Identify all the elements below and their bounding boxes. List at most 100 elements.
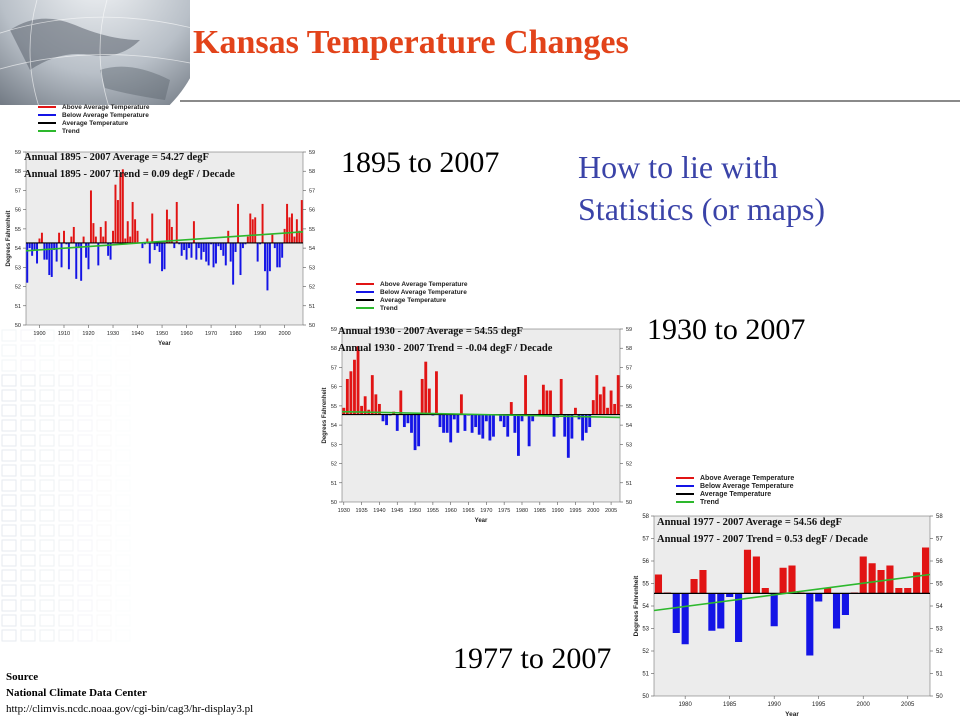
below-average-bar xyxy=(33,242,36,251)
legend-label: Above Average Temperature xyxy=(380,281,468,288)
grid-square xyxy=(115,404,131,417)
above-average-bar xyxy=(761,588,769,594)
chart-annotation: Annual 1930 - 2007 Trend = -0.04 degF / … xyxy=(338,343,553,354)
grid-square xyxy=(58,389,74,402)
grid-square xyxy=(1,494,17,507)
grid-square xyxy=(58,539,74,552)
y-tick-label: 56 xyxy=(642,559,649,565)
x-tick-label: 1990 xyxy=(552,508,564,514)
chart-annotation: Annual 1977 - 2007 Average = 54.56 degF xyxy=(657,517,842,528)
below-average-bar xyxy=(55,242,58,262)
y-tick-label: 58 xyxy=(331,346,337,352)
below-average-bar xyxy=(183,242,186,251)
grid-square xyxy=(20,389,36,402)
grid-square xyxy=(77,539,93,552)
y-tick-label: 51 xyxy=(15,304,21,310)
grid-square xyxy=(39,374,55,387)
grid-square xyxy=(39,584,55,597)
legend-label: Below Average Temperature xyxy=(62,112,149,119)
below-average-bar xyxy=(264,242,266,272)
y-tick-label: 57 xyxy=(331,365,337,371)
x-tick-label: 1980 xyxy=(229,331,241,337)
below-average-bar xyxy=(442,414,446,433)
below-average-bar xyxy=(492,414,495,437)
source-url[interactable]: http://climvis.ncdc.noaa.gov/cgi-bin/cag… xyxy=(6,703,254,715)
above-average-bar xyxy=(129,236,132,243)
above-average-bar xyxy=(598,394,602,415)
y-axis-label: Degrees Fahrenheit xyxy=(6,210,12,266)
y-tick-label: 51 xyxy=(309,304,315,310)
grid-square xyxy=(1,374,17,387)
y-tick-label: 58 xyxy=(936,514,943,520)
below-average-bar xyxy=(50,242,53,277)
y-axis-label: Degrees Fahrenheit xyxy=(633,575,640,637)
grid-square xyxy=(20,479,36,492)
x-tick-label: 1960 xyxy=(445,508,457,514)
below-average-bar xyxy=(239,242,242,276)
above-average-bar xyxy=(170,226,173,243)
below-average-bar xyxy=(158,242,161,252)
below-average-bar xyxy=(273,242,276,249)
above-average-bar xyxy=(119,173,122,243)
below-average-bar xyxy=(417,414,421,447)
y-tick-label: 53 xyxy=(626,442,632,448)
above-average-bar xyxy=(913,572,921,594)
grid-square xyxy=(39,419,55,432)
source-credit: Source National Climate Data Center http… xyxy=(6,669,253,717)
below-average-bar xyxy=(244,242,247,245)
above-average-bar xyxy=(868,563,876,594)
above-average-bar xyxy=(192,221,195,243)
y-tick-label: 50 xyxy=(309,323,315,329)
y-tick-label: 52 xyxy=(936,649,943,655)
grid-square xyxy=(115,494,131,507)
below-average-bar xyxy=(516,414,520,456)
below-average-bar xyxy=(45,242,48,260)
grid-square xyxy=(115,629,131,642)
above-average-bar xyxy=(606,407,609,415)
above-average-bar xyxy=(92,223,95,243)
below-average-bar xyxy=(256,242,259,262)
below-average-bar xyxy=(520,414,524,422)
below-average-bar xyxy=(570,414,574,439)
above-average-bar xyxy=(254,217,257,243)
grid-square xyxy=(20,374,36,387)
grid-square xyxy=(39,509,55,522)
below-average-bar xyxy=(841,593,849,615)
above-average-bar xyxy=(298,230,301,243)
grid-square xyxy=(115,599,131,612)
above-average-bar xyxy=(146,238,149,243)
above-average-bar xyxy=(921,547,930,594)
grid-square xyxy=(58,419,74,432)
below-average-bar xyxy=(60,242,63,268)
below-average-bar xyxy=(80,242,83,281)
below-average-bar xyxy=(406,414,410,424)
above-average-bar xyxy=(559,378,563,415)
grid-square xyxy=(77,404,93,417)
above-average-bar xyxy=(377,403,381,415)
below-average-bar xyxy=(65,242,68,245)
above-average-bar xyxy=(293,236,296,243)
grid-square xyxy=(39,629,55,642)
grid-square xyxy=(77,509,93,522)
grid-square xyxy=(20,434,36,447)
x-axis-label: Year xyxy=(475,518,488,524)
y-tick-label: 53 xyxy=(642,627,649,633)
y-tick-label: 59 xyxy=(15,150,21,156)
above-average-bar xyxy=(102,236,105,243)
below-average-bar xyxy=(456,414,460,433)
grid-square xyxy=(77,464,93,477)
below-average-bar xyxy=(173,242,176,249)
below-average-bar xyxy=(205,242,208,262)
above-average-bar xyxy=(591,400,595,415)
y-tick-label: 59 xyxy=(626,327,632,333)
period-label-2: 1930 to 2007 xyxy=(647,313,806,346)
grid-square xyxy=(1,554,17,567)
chart-annotation: Annual 1895 - 2007 Trend = 0.09 degF / D… xyxy=(24,169,235,180)
grid-square xyxy=(77,569,93,582)
grid-square xyxy=(1,584,17,597)
above-average-bar xyxy=(549,390,552,415)
below-average-bar xyxy=(381,414,385,422)
below-average-bar xyxy=(672,593,680,633)
below-average-bar xyxy=(410,414,413,433)
